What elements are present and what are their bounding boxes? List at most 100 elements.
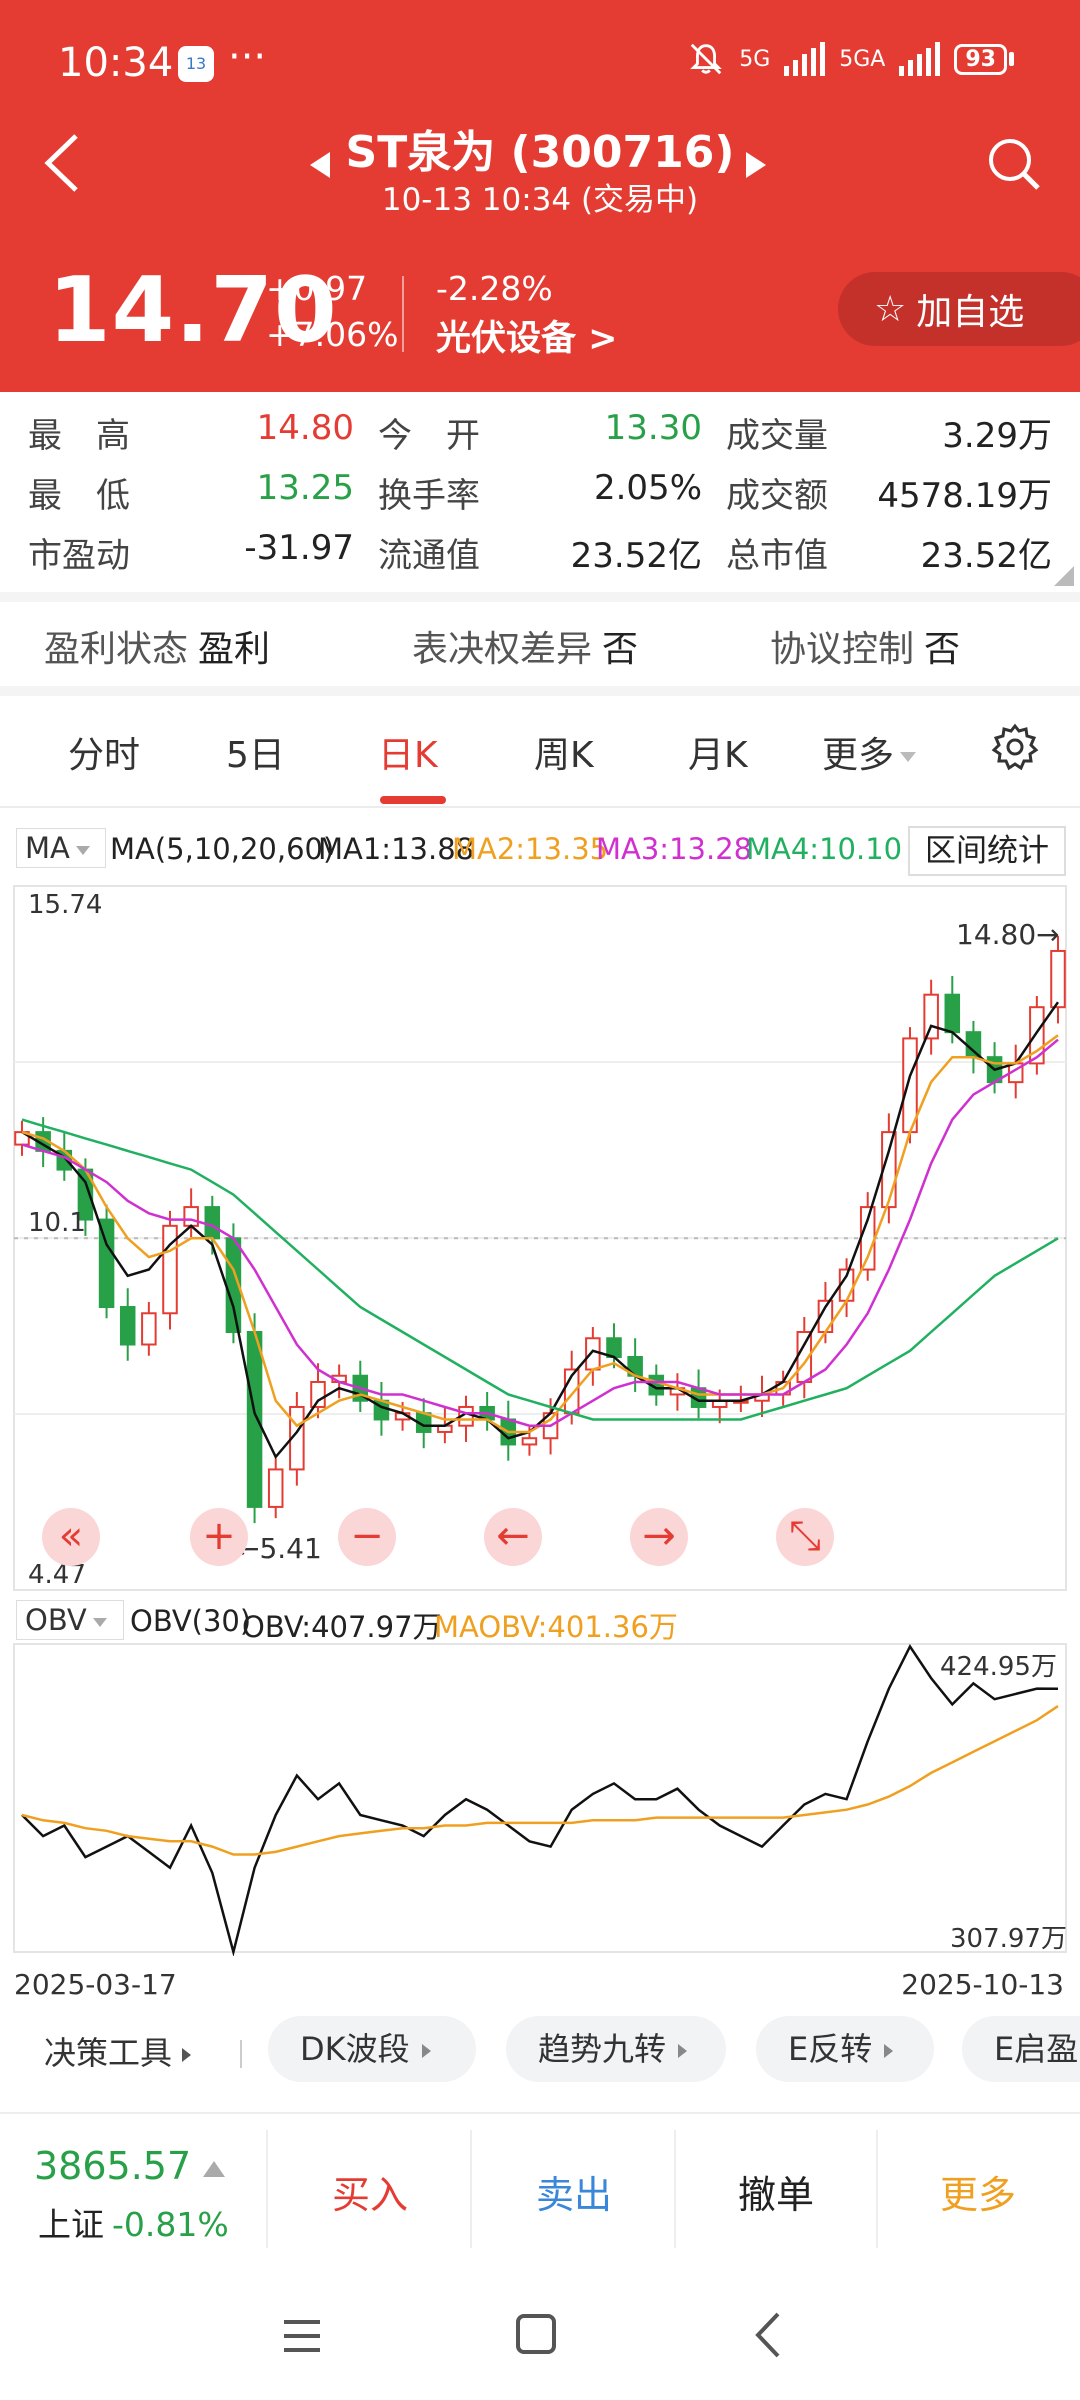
zoom-to-start-button[interactable]: «	[42, 1508, 100, 1566]
ma3-value: MA3:13.28	[596, 832, 753, 866]
index-change: -0.81%	[112, 2205, 229, 2244]
candle	[1050, 949, 1066, 1009]
search-icon[interactable]	[984, 134, 1044, 194]
range-stats-button[interactable]: 区间统计	[908, 826, 1066, 876]
start-date: 2025-03-17	[14, 1968, 177, 2001]
candle	[204, 1206, 221, 1240]
calendar-notification-icon: 13	[178, 46, 214, 82]
volume-label: 成交量	[726, 416, 828, 456]
candle	[585, 1337, 601, 1371]
flag-vie: 协议控制否	[770, 629, 961, 670]
chip-dk-band[interactable]: DK波段	[268, 2016, 476, 2082]
chip-e-reversal[interactable]: E反转	[756, 2016, 934, 2082]
active-tab-indicator	[380, 796, 446, 804]
expand-quote-icon[interactable]	[1054, 566, 1074, 586]
maobv-line	[21, 1705, 1059, 1856]
amount-label: 成交额	[726, 476, 828, 516]
kline-chart[interactable]: 15.74 4.47 10.1 14.80→ ←5.41 « + − ← → ⤡	[0, 882, 1080, 1594]
candle	[606, 1337, 622, 1358]
chevron-down-icon	[92, 1617, 107, 1627]
flag-profit: 盈利状态 盈利	[44, 629, 271, 670]
pan-right-button[interactable]: →	[630, 1508, 688, 1566]
back-arrow-icon[interactable]	[40, 130, 86, 196]
pan-left-button[interactable]: ←	[484, 1508, 542, 1566]
price-change: +0.97 +7.06%	[266, 266, 398, 358]
ma-line-ma3	[21, 1038, 1059, 1427]
chevron-right-icon	[678, 2044, 688, 2058]
ma1-value: MA1:13.88	[318, 832, 475, 866]
section-divider	[0, 592, 1080, 602]
end-date: 2025-10-13	[901, 1968, 1064, 2001]
triangle-up-icon	[203, 2160, 226, 2177]
obv-y-max: 424.95万	[940, 1652, 1057, 1682]
tools-row: 决策工具 DK波段 趋势九转 E反转 E启盈	[0, 2010, 1080, 2090]
kline-svg	[13, 885, 1067, 1591]
ma4-value: MA4:10.10	[746, 832, 903, 866]
divider	[0, 806, 1080, 808]
tab-intraday[interactable]: 分时	[68, 735, 141, 776]
tab-daily-k[interactable]: 日K	[378, 735, 438, 776]
candle	[521, 1437, 538, 1446]
period-tabs: 分时 5日 日K 周K 月K 更多	[0, 700, 1080, 800]
amount-value: 4578.19万	[877, 476, 1052, 516]
chip-trend-nine[interactable]: 趋势九转	[506, 2016, 726, 2082]
quote-row: 最 高 14.80 今 开 13.30 成交量 3.29万	[0, 408, 1080, 464]
zoom-in-button[interactable]: +	[190, 1508, 248, 1566]
index-quote[interactable]: 3865.57	[34, 2144, 226, 2188]
menu-icon[interactable]	[280, 2314, 324, 2358]
buy-button[interactable]: 买入	[331, 2173, 408, 2217]
candle	[246, 1331, 263, 1508]
tab-weekly-k[interactable]: 周K	[534, 735, 594, 776]
pe-value: -31.97	[244, 528, 354, 568]
candle	[119, 1306, 136, 1346]
total-cap-label: 总市值	[726, 536, 828, 576]
tab-more[interactable]: 更多	[822, 726, 917, 778]
volume-value: 3.29万	[942, 416, 1052, 456]
obv-chart[interactable]: 424.95万 307.97万	[0, 1640, 1080, 1957]
candle	[944, 993, 961, 1034]
home-icon[interactable]	[514, 2312, 558, 2356]
max-price-marker: 14.80→	[956, 918, 1060, 951]
obv-y-min: 307.97万	[950, 1924, 1067, 1954]
next-stock-icon[interactable]	[746, 152, 766, 178]
add-watchlist-button[interactable]: ☆ 加自选	[838, 272, 1080, 346]
obv-selector[interactable]: OBV	[16, 1600, 124, 1640]
ma-line-ma1	[21, 1001, 1060, 1460]
gear-icon[interactable]	[990, 722, 1040, 772]
decision-tools-button[interactable]: 决策工具	[44, 2028, 192, 2074]
float-cap-label: 流通值	[378, 536, 480, 576]
kline-y-mid: 10.1	[28, 1208, 86, 1238]
quote-row: 最 低 13.25 换手率 2.05% 成交额 4578.19万	[0, 468, 1080, 524]
status-indicators: 5G 5GA 93	[687, 40, 1014, 78]
tab-monthly-k[interactable]: 月K	[688, 735, 748, 776]
cancel-order-button[interactable]: 撤单	[737, 2173, 814, 2217]
sell-button[interactable]: 卖出	[535, 2173, 612, 2217]
zoom-out-button[interactable]: −	[338, 1508, 396, 1566]
signal-icon	[899, 42, 941, 76]
flag-voting: 表决权差异否	[412, 629, 639, 670]
sector-link[interactable]: 光伏设备 >	[436, 319, 618, 359]
quote-row: 市盈动 -31.97 流通值 23.52亿 总市值 23.52亿	[0, 528, 1080, 584]
change-amount: +0.97	[266, 269, 368, 308]
ma2-value: MA2:13.35	[452, 832, 609, 866]
pe-label: 市盈动	[28, 536, 130, 576]
candle	[310, 1380, 326, 1408]
more-button[interactable]: 更多	[939, 2173, 1016, 2217]
chip-e-profit[interactable]: E启盈	[962, 2016, 1080, 2082]
bell-muted-icon	[690, 43, 723, 75]
indicator-selector[interactable]: MA	[16, 828, 106, 868]
low-label: 最 低	[28, 476, 130, 516]
turnover-value: 2.05%	[593, 468, 702, 508]
back-icon[interactable]	[748, 2310, 788, 2360]
tab-5day[interactable]: 5日	[226, 735, 285, 776]
candle	[183, 1206, 199, 1227]
battery-level: 93	[954, 43, 1007, 75]
min-price-marker: ←5.41	[236, 1532, 322, 1565]
open-label: 今 开	[378, 416, 480, 456]
chevron-right-icon	[182, 2048, 192, 2062]
add-watchlist-label: 加自选	[916, 292, 1025, 333]
fullscreen-button[interactable]: ⤡	[776, 1508, 834, 1566]
chevron-down-icon	[900, 752, 917, 762]
prev-stock-icon[interactable]	[310, 152, 330, 178]
obv-value: OBV:407.97万	[242, 1610, 442, 1644]
